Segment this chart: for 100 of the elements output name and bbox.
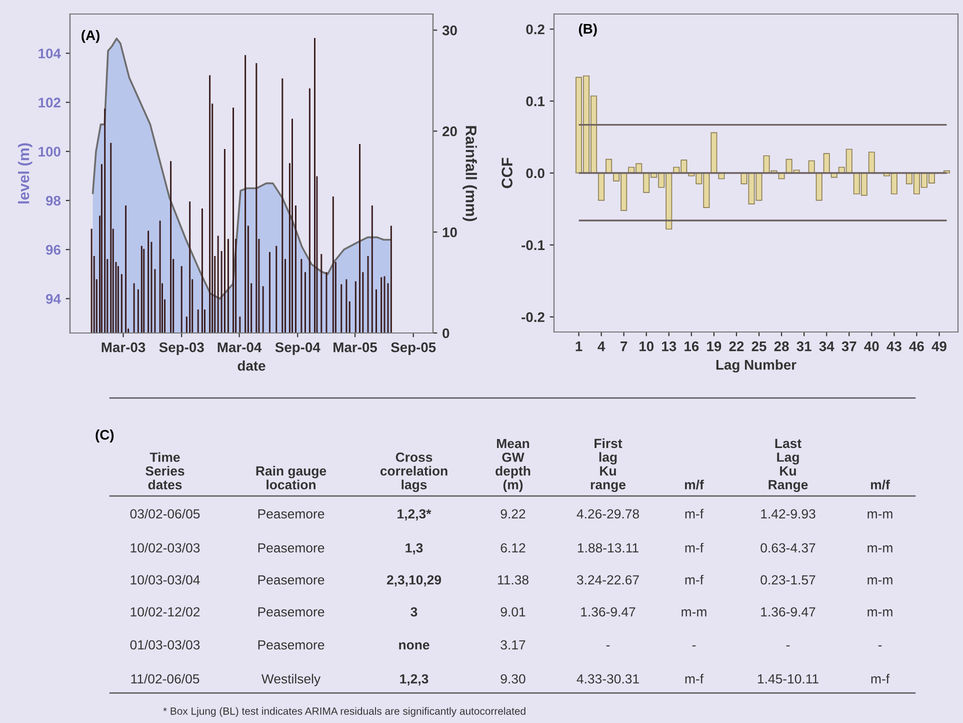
text: Westilsely [261,674,321,686]
text: m-f [871,674,890,684]
text: Rain gauge location [256,466,326,490]
x-tick-label: 4 [598,342,606,352]
x-tick-label: Sep-03 [159,342,204,355]
text: - [786,645,790,646]
bar [598,172,605,201]
bar [710,132,718,174]
x-tick-label: 40 [864,341,879,352]
text: m-m [682,609,706,616]
y-tick-label: -0.2 [522,312,544,322]
text: m-m [868,545,892,552]
text: 1.36-9.47 [581,607,636,617]
y-axis-title: CCF [502,158,512,188]
bar [868,152,875,174]
text: (C) [96,430,114,442]
text: 2,3,10,29 [386,575,442,586]
y2-tick-label: 30 [442,25,457,36]
text: 11.38 [498,575,528,585]
text: 0.23-1.57 [760,575,816,585]
annotation: (B) [578,24,597,36]
text: Mean GW depth (m) [496,438,530,492]
text: Time Series dates [146,452,184,490]
y-tick-label: 104 [38,48,61,58]
y-axis-title: level (m) [18,143,32,204]
text: 10/03-03/04 [130,574,200,585]
text: Peasemore [258,543,324,553]
text: m-m [868,609,892,616]
text: Peasemore [258,640,324,650]
text: 9.01 [500,607,526,617]
text: 10/02-03/03 [130,542,200,553]
text: 0.63-4.37 [760,543,816,553]
x-tick-label: 1 [576,342,582,352]
text: 4.33-30.31 [576,674,639,684]
x-tick-label: 13 [662,341,676,352]
text: 1,3 [406,543,423,554]
x-tick-label: 7 [620,342,628,352]
text: - [606,645,610,646]
text: 10/02-12/02 [130,606,200,617]
x-tick-label: Mar-03 [102,342,146,352]
text: m/f [684,480,704,490]
text: 1.42-9.93 [761,509,816,519]
bar [823,153,830,174]
text: 11/02-06/05 [131,674,200,684]
y-tick-label: 0.0 [526,168,544,178]
y2-tick-label: 0 [442,328,450,338]
y-tick-label: 0.2 [526,24,544,34]
text: m/f [870,480,890,490]
x-tick-label: 25 [752,341,766,352]
text: none [399,642,430,650]
text: Last Lag Ku Range [768,438,808,492]
text: 3.17 [500,640,526,650]
text: - [692,645,696,646]
text: 1,2,3 [400,674,428,686]
x-tick-label: Sep-05 [390,342,436,355]
text: 3 [410,607,418,617]
y-tick-label: -0.1 [522,240,545,250]
text: 9.30 [500,674,526,684]
text: Peasemore [258,607,324,617]
text: 9.22 [500,509,526,519]
y-tick-label: 100 [38,146,60,157]
text: m-m [868,577,892,584]
x-tick-label: 16 [684,341,699,352]
y-tick-label: 102 [38,98,60,108]
x-tick-label: 10 [640,341,654,352]
annotation: (A) [82,30,100,43]
text: m-f [685,574,704,584]
text: 01/03-03/03 [130,640,200,650]
x-tick-label: 43 [886,341,902,352]
y2-tick-label: 20 [442,126,457,136]
text: 4.26-29.78 [576,509,639,519]
x-tick-label: 34 [819,341,834,352]
text: Cross correlation lags [380,452,448,492]
x-tick-label: Sep-04 [275,342,320,355]
x-tick-label: 22 [729,341,744,352]
text: 3.24-22.67 [576,575,639,585]
x-tick-label: 31 [796,341,812,352]
x-tick-label: 37 [842,341,856,352]
x-tick-label: 19 [707,341,722,352]
y-tick-label: 0.1 [526,96,545,106]
y2-tick-label: 10 [442,227,457,238]
text: Peasemore [258,509,324,519]
x-tick-label: Mar-05 [334,342,378,352]
y-tick-label: 94 [46,294,61,304]
y-tick-label: 96 [46,244,60,255]
x-tick-label: 28 [774,341,789,352]
text: 1.88-13.11 [578,543,638,553]
text: Peasemore [258,575,324,585]
x-tick-label: 46 [909,341,924,352]
text: 1.36-9.47 [761,607,816,617]
y-tick-label: 98 [46,196,61,206]
text: * Box Ljung (BL) test indicates ARIMA residuals are significantly autocorrelated [163,707,526,717]
text: 1.45-10.11 [758,674,818,684]
text: m-f [685,542,704,552]
text: 6.12 [500,543,526,553]
bar [606,158,612,174]
text: 03/02-06/05 [130,508,200,519]
x-tick-label: Mar-04 [218,342,262,352]
bar [816,172,822,201]
text: m-f [685,508,704,518]
